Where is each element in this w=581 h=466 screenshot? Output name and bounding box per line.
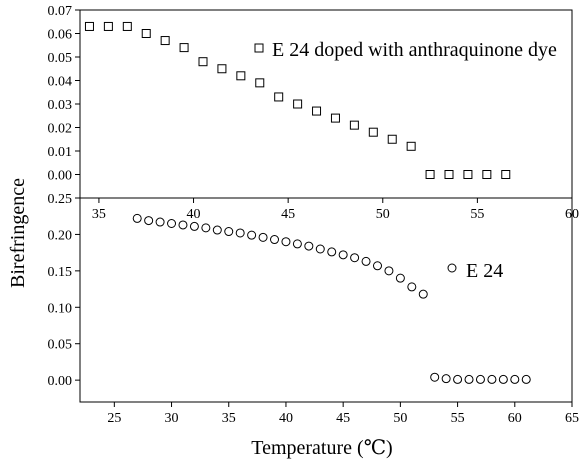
- y-tick-label: 0.15: [48, 265, 73, 280]
- x-tick-label: 30: [165, 411, 179, 426]
- data-point-square: [217, 64, 227, 74]
- data-point-circle: [350, 253, 360, 263]
- x-tick-label: 55: [470, 207, 484, 222]
- x-tick-label: 25: [107, 411, 121, 426]
- x-tick-label: 40: [279, 411, 293, 426]
- data-point-circle: [258, 232, 268, 242]
- data-point-circle: [132, 213, 142, 223]
- y-tick-label: 0.01: [48, 145, 73, 160]
- data-point-circle: [189, 221, 199, 231]
- data-point-circle: [361, 256, 371, 266]
- data-point-circle: [247, 230, 257, 240]
- data-point-square: [293, 99, 303, 109]
- data-point-circle: [441, 374, 451, 384]
- data-point-circle: [212, 225, 222, 235]
- data-point-square: [425, 170, 435, 179]
- data-point-square: [463, 170, 473, 179]
- data-point-square: [501, 170, 511, 179]
- y-tick-label: 0.20: [48, 228, 73, 243]
- data-point-circle: [498, 374, 508, 384]
- y-axis-label: Birefringence: [7, 178, 29, 288]
- data-point-square: [387, 134, 397, 144]
- data-point-circle: [487, 374, 497, 384]
- data-point-square: [84, 21, 94, 31]
- data-point-square: [444, 170, 454, 179]
- x-tick-label: 50: [393, 411, 407, 426]
- data-point-square: [122, 21, 132, 31]
- data-point-circle: [372, 261, 382, 271]
- data-point-circle: [395, 273, 405, 283]
- y-tick-label: 0.25: [48, 192, 73, 207]
- data-point-circle: [144, 216, 154, 226]
- bottom-panel: 0.00 0.05 0.10 0.15 0.20 0.25 25 30 35 40 45 50 55 60…: [48, 192, 580, 459]
- data-point-circle: [475, 374, 485, 384]
- data-point-circle: [338, 250, 348, 260]
- data-point-circle: [224, 227, 234, 237]
- y-tick-label: 0.10: [48, 301, 73, 316]
- data-point-circle: [464, 374, 474, 384]
- legend-label: E 24: [466, 260, 503, 282]
- x-tick-label: 35: [222, 411, 236, 426]
- legend-label: E 24 doped with anthraquinone dye: [272, 39, 557, 61]
- data-point-circle: [418, 289, 428, 299]
- y-tick-label: 0.04: [48, 75, 73, 90]
- x-tick-label: 50: [376, 207, 390, 222]
- x-tick-label: 35: [92, 207, 106, 222]
- x-tick-label: 60: [508, 411, 522, 426]
- data-point-square: [103, 21, 113, 31]
- data-point-circle: [270, 235, 280, 245]
- y-tick-label: 0.06: [48, 28, 73, 43]
- data-point-circle: [281, 237, 291, 247]
- x-tick-label: 65: [565, 411, 579, 426]
- legend-marker-circle: [447, 263, 457, 273]
- data-point-square: [236, 71, 246, 81]
- x-tick-label: 40: [187, 207, 201, 222]
- data-point-square: [349, 120, 359, 130]
- x-axis-label: Temperature (℃): [251, 437, 392, 459]
- data-point-circle: [201, 223, 211, 233]
- data-point-square: [255, 78, 265, 88]
- y-tick-label: 0.00: [48, 374, 73, 389]
- data-point-square: [482, 170, 492, 179]
- y-tick-label: 0.05: [48, 51, 73, 66]
- data-point-circle: [453, 374, 463, 384]
- x-tick-label: 45: [281, 207, 295, 222]
- top-panel: 0.00 0.01 0.02 0.03 0.04 0.05 0.06 0.07 35 40 45 50…: [48, 4, 580, 222]
- data-point-square: [312, 106, 322, 116]
- legend-marker-square: [254, 43, 264, 53]
- y-tick-label: 0.00: [48, 169, 73, 184]
- y-tick-label: 0.05: [48, 338, 73, 353]
- data-point-square: [141, 29, 151, 38]
- data-point-circle: [155, 217, 165, 227]
- data-point-square: [368, 127, 378, 137]
- data-point-circle: [315, 244, 325, 254]
- data-point-circle: [384, 266, 394, 276]
- x-tick-label: 45: [336, 411, 350, 426]
- data-point-circle: [292, 239, 302, 249]
- data-point-square: [160, 36, 170, 46]
- data-point-circle: [521, 374, 531, 384]
- data-point-square: [406, 141, 416, 151]
- data-point-circle: [430, 372, 440, 382]
- data-point-square: [179, 43, 189, 53]
- data-point-square: [330, 113, 340, 123]
- y-tick-label: 0.07: [48, 4, 73, 19]
- data-point-circle: [178, 220, 188, 230]
- data-point-circle: [304, 241, 314, 251]
- y-tick-label: 0.03: [48, 98, 73, 113]
- y-tick-label: 0.02: [48, 122, 73, 137]
- data-point-square: [274, 92, 284, 102]
- plot-frame: [79, 197, 573, 403]
- data-point-circle: [510, 374, 520, 384]
- data-point-circle: [407, 282, 417, 292]
- data-point-circle: [327, 247, 337, 257]
- data-point-square: [198, 57, 208, 67]
- data-point-circle: [235, 228, 245, 238]
- x-tick-label: 55: [451, 411, 465, 426]
- data-point-circle: [167, 219, 177, 228]
